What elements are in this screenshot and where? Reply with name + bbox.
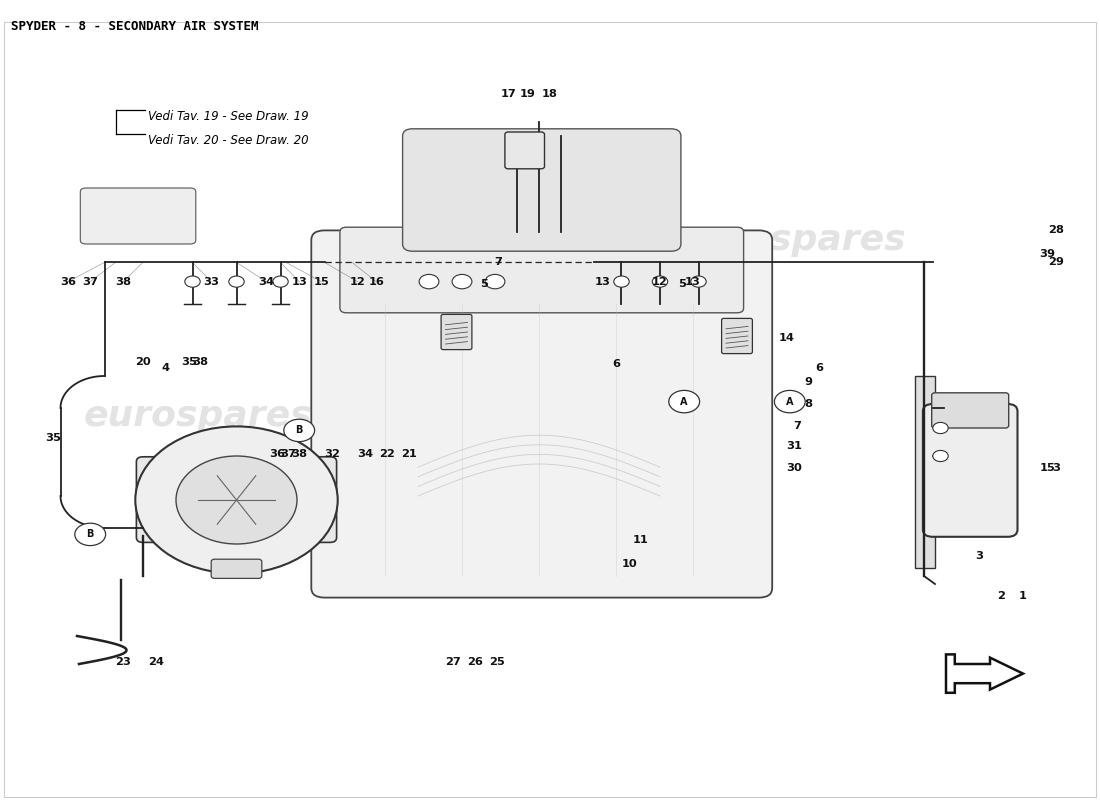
Text: 7: 7 [793,421,802,430]
FancyBboxPatch shape [136,457,337,542]
Text: 23: 23 [116,658,131,667]
Circle shape [669,390,700,413]
Text: 22: 22 [379,450,395,459]
Text: 15: 15 [1040,463,1055,473]
Text: 14: 14 [779,333,794,342]
Text: Vedi Tav. 19 - See Draw. 19: Vedi Tav. 19 - See Draw. 19 [148,110,309,123]
Text: 32: 32 [324,450,340,459]
Text: Vedi Tav. 20 - See Draw. 20: Vedi Tav. 20 - See Draw. 20 [148,134,309,147]
Circle shape [176,456,297,544]
FancyBboxPatch shape [403,129,681,251]
Text: B: B [296,426,303,435]
Text: eurospares: eurospares [491,479,719,513]
Circle shape [419,274,439,289]
Text: B: B [87,530,94,539]
FancyBboxPatch shape [80,188,196,244]
FancyBboxPatch shape [311,230,772,598]
Text: 12: 12 [652,277,668,286]
Text: 7: 7 [494,258,503,267]
FancyBboxPatch shape [441,314,472,350]
Circle shape [933,422,948,434]
Text: 13: 13 [595,277,610,286]
Circle shape [273,276,288,287]
Text: 5: 5 [480,279,488,289]
Text: 24: 24 [148,658,164,667]
Text: 10: 10 [621,559,637,569]
Text: 35: 35 [182,357,197,366]
Text: 36: 36 [60,277,76,286]
Circle shape [135,426,338,574]
FancyBboxPatch shape [722,318,752,354]
Circle shape [652,276,668,287]
Text: 21: 21 [402,450,417,459]
Polygon shape [946,654,1023,693]
Text: 3: 3 [1052,463,1060,473]
Text: 38: 38 [292,450,307,459]
Text: 8: 8 [804,399,813,409]
Text: 29: 29 [1048,258,1064,267]
Text: 39: 39 [1040,250,1055,259]
Text: 3: 3 [975,551,983,561]
Text: 30: 30 [786,463,802,473]
Text: 9: 9 [804,378,813,387]
Text: 11: 11 [632,535,648,545]
Text: 6: 6 [815,363,824,373]
Text: SPYDER - 8 - SECONDARY AIR SYSTEM: SPYDER - 8 - SECONDARY AIR SYSTEM [11,20,258,33]
Text: 27: 27 [446,658,461,667]
Text: 18: 18 [542,90,558,99]
Text: eurospares: eurospares [84,399,312,433]
Circle shape [691,276,706,287]
Text: 4: 4 [161,363,169,373]
Text: 28: 28 [1048,226,1064,235]
Circle shape [75,523,106,546]
Text: 38: 38 [192,357,208,366]
Text: 37: 37 [82,277,98,286]
Circle shape [614,276,629,287]
Text: 34: 34 [358,450,373,459]
Text: 31: 31 [786,442,802,451]
Text: 13: 13 [292,277,307,286]
Circle shape [185,276,200,287]
FancyBboxPatch shape [923,404,1018,537]
Text: 25: 25 [490,658,505,667]
Circle shape [933,450,948,462]
Circle shape [229,276,244,287]
Text: 34: 34 [258,277,274,286]
Text: 36: 36 [270,450,285,459]
Text: A: A [681,397,688,406]
Text: 33: 33 [204,277,219,286]
Polygon shape [915,376,935,568]
Text: 6: 6 [612,359,620,369]
Circle shape [284,419,315,442]
Text: 13: 13 [685,277,701,286]
FancyBboxPatch shape [340,227,744,313]
Text: eurospares: eurospares [678,223,906,257]
Text: 26: 26 [468,658,483,667]
Text: 35: 35 [45,434,60,443]
FancyBboxPatch shape [505,132,544,169]
Text: 20: 20 [135,357,151,366]
FancyBboxPatch shape [932,393,1009,428]
Text: 17: 17 [500,90,516,99]
Text: 1: 1 [1019,591,1027,601]
Text: 5: 5 [678,279,686,289]
Text: 38: 38 [116,277,131,286]
Text: 15: 15 [314,277,329,286]
Text: 16: 16 [368,277,384,286]
Circle shape [774,390,805,413]
Text: A: A [786,397,793,406]
Text: 2: 2 [997,591,1005,601]
Text: 37: 37 [280,450,296,459]
FancyBboxPatch shape [211,559,262,578]
Circle shape [485,274,505,289]
Text: 19: 19 [520,90,536,99]
Text: 12: 12 [350,277,365,286]
Circle shape [452,274,472,289]
